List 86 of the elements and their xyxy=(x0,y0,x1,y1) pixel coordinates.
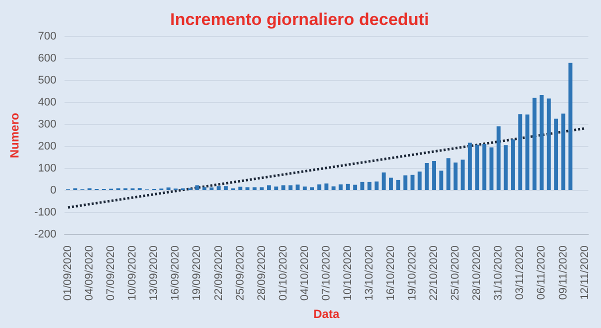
bar xyxy=(382,172,386,190)
bar xyxy=(224,186,228,190)
bar xyxy=(296,184,300,190)
bar xyxy=(324,183,328,190)
x-tick-label: 04/09/2020 xyxy=(84,246,96,301)
y-tick-label: 100 xyxy=(38,162,56,175)
x-tick-label: 25/10/2020 xyxy=(450,246,462,301)
bar xyxy=(546,98,551,190)
x-tick-label: 16/09/2020 xyxy=(170,246,182,301)
x-tick-label: 16/10/2020 xyxy=(385,246,398,301)
bar xyxy=(475,144,480,190)
bar xyxy=(554,118,558,190)
bar xyxy=(260,187,264,190)
bar xyxy=(432,161,436,190)
x-tick-label: 19/09/2020 xyxy=(191,246,204,301)
bar xyxy=(202,187,206,190)
y-tick-label: 0 xyxy=(50,184,56,197)
bar xyxy=(317,184,322,190)
bar xyxy=(446,158,450,190)
bar xyxy=(245,187,250,190)
chart-title: Incremento giornaliero deceduti xyxy=(170,10,429,29)
bar xyxy=(346,184,350,190)
bar xyxy=(274,186,278,190)
bar xyxy=(532,98,536,190)
bar xyxy=(454,162,458,190)
y-tick-label: 400 xyxy=(38,96,56,108)
y-tick-label: 600 xyxy=(38,52,56,64)
bar xyxy=(266,185,271,190)
bar xyxy=(310,187,314,190)
x-tick-label: 19/10/2020 xyxy=(406,246,419,301)
x-tick-label: 13/09/2020 xyxy=(148,246,160,301)
bar xyxy=(482,144,486,190)
x-tick-label: 10/10/2020 xyxy=(342,246,354,301)
x-axis-title: Data xyxy=(313,307,340,322)
bar xyxy=(439,170,444,190)
bar xyxy=(418,172,422,190)
x-tick-label: 31/10/2020 xyxy=(492,246,505,301)
bar xyxy=(353,184,358,190)
x-tick-label: 06/11/2020 xyxy=(536,246,548,300)
x-tick-label: 01/09/2020 xyxy=(62,246,74,301)
x-tick-label: 28/10/2020 xyxy=(471,246,484,301)
bar xyxy=(396,180,400,190)
bar xyxy=(216,186,221,190)
bar xyxy=(367,182,372,190)
bar xyxy=(568,62,572,190)
bar xyxy=(195,185,200,190)
y-axis-title: Numero xyxy=(8,112,22,158)
x-tick-label: 22/09/2020 xyxy=(212,246,225,301)
x-tick-label: 28/09/2020 xyxy=(256,246,268,301)
bar xyxy=(288,185,292,190)
x-tick-label: 01/10/2020 xyxy=(277,246,290,301)
bar xyxy=(410,174,414,190)
y-tick-label: 700 xyxy=(38,30,56,42)
y-tick-label: 500 xyxy=(38,74,56,86)
x-tick-label: 07/09/2020 xyxy=(105,246,118,301)
bar xyxy=(166,187,170,190)
bar xyxy=(496,126,501,190)
y-tick-label: -200 xyxy=(34,228,56,241)
bar xyxy=(504,145,508,190)
bar xyxy=(424,162,429,190)
bar xyxy=(489,147,494,190)
bar xyxy=(302,186,307,190)
y-tick-label: -100 xyxy=(34,206,56,219)
y-tick-label: 200 xyxy=(38,140,56,153)
bar xyxy=(332,186,336,190)
x-tick-label: 07/10/2020 xyxy=(320,246,332,301)
bar xyxy=(518,114,522,190)
bar xyxy=(252,187,257,190)
bar xyxy=(389,178,393,190)
bar xyxy=(374,181,379,190)
x-tick-label: 10/09/2020 xyxy=(126,246,139,301)
x-tick-label: 22/10/2020 xyxy=(428,246,440,301)
bar xyxy=(281,185,286,190)
x-tick-label: 04/10/2020 xyxy=(298,246,311,301)
x-tick-label: 03/11/2020 xyxy=(514,246,526,300)
bar xyxy=(540,94,544,190)
x-tick-label: 13/10/2020 xyxy=(363,246,376,301)
x-tick-label: 12/11/2020 xyxy=(578,246,591,300)
x-tick-label: 25/09/2020 xyxy=(234,246,246,301)
bar xyxy=(525,114,530,190)
bar xyxy=(403,175,408,190)
bar xyxy=(210,187,214,190)
bar xyxy=(468,142,472,190)
x-tick-label: 09/11/2020 xyxy=(557,246,570,300)
y-tick-label: 300 xyxy=(38,118,56,130)
bar xyxy=(511,139,515,190)
